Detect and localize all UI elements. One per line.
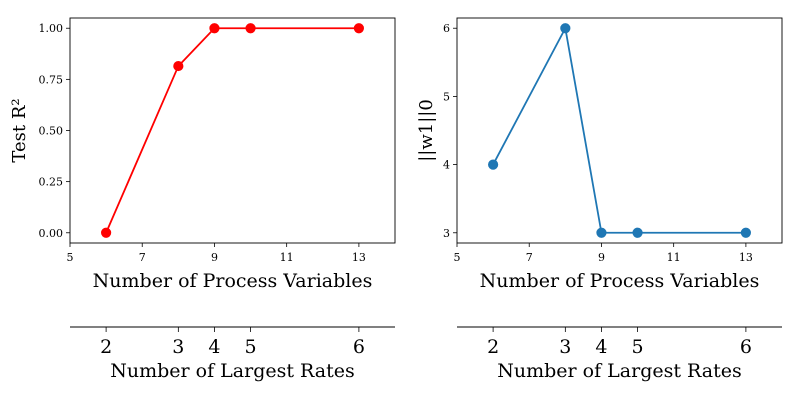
secondary-tick-label: 4 bbox=[208, 336, 220, 358]
secondary-tick-label: 3 bbox=[559, 336, 571, 358]
secondary-axis-label: Number of Largest Rates bbox=[497, 360, 741, 382]
secondary-axis-label: Number of Largest Rates bbox=[110, 360, 354, 382]
x-tick-label: 7 bbox=[526, 251, 533, 264]
x-tick-label: 9 bbox=[598, 251, 605, 264]
data-point bbox=[209, 23, 220, 34]
data-point bbox=[173, 60, 184, 72]
x-tick-label: 5 bbox=[454, 251, 461, 264]
y-tick-label: 6 bbox=[443, 22, 450, 35]
series-line bbox=[492, 25, 746, 234]
secondary-tick-label: 5 bbox=[632, 336, 644, 358]
plot-frame bbox=[456, 17, 783, 244]
data-point bbox=[353, 23, 364, 34]
y-tick-label: 4 bbox=[443, 159, 450, 172]
secondary-tick-label: 6 bbox=[740, 336, 752, 358]
y-axis-label: Test R² bbox=[9, 98, 30, 162]
secondary-tick-label: 5 bbox=[245, 336, 257, 358]
secondary-tick-label: 2 bbox=[487, 336, 499, 358]
data-point bbox=[740, 227, 751, 238]
y-tick-label: 0.75 bbox=[39, 73, 64, 86]
y-tick-label: 0.00 bbox=[39, 227, 64, 240]
secondary-tick-label: 6 bbox=[353, 336, 365, 358]
x-tick-label: 5 bbox=[67, 251, 74, 264]
data-point bbox=[596, 227, 607, 238]
y-tick-label: 3 bbox=[443, 227, 450, 240]
series-line bbox=[105, 27, 359, 234]
secondary-tick-label: 2 bbox=[100, 336, 112, 358]
x-tick-label: 11 bbox=[667, 251, 681, 264]
y-tick-label: 5 bbox=[443, 90, 450, 103]
x-tick-label: 11 bbox=[280, 251, 294, 264]
y-tick-label: 0.25 bbox=[39, 176, 64, 189]
data-point bbox=[560, 23, 571, 34]
x-axis-label: Number of Process Variables bbox=[93, 270, 373, 292]
x-tick-label: 9 bbox=[211, 251, 218, 264]
y-tick-label: 0.50 bbox=[39, 125, 64, 138]
data-point bbox=[632, 227, 643, 238]
secondary-tick-label: 3 bbox=[172, 336, 184, 358]
plot-frame bbox=[69, 17, 396, 244]
data-point bbox=[245, 23, 256, 34]
data-point bbox=[488, 159, 499, 170]
x-tick-label: 13 bbox=[739, 251, 753, 264]
x-tick-label: 13 bbox=[352, 251, 366, 264]
y-tick-label: 1.00 bbox=[39, 22, 64, 35]
x-axis-label: Number of Process Variables bbox=[480, 270, 760, 292]
secondary-tick-label: 4 bbox=[595, 336, 607, 358]
data-point bbox=[101, 227, 112, 238]
y-axis-label: ||w1||0 bbox=[416, 99, 437, 162]
x-tick-label: 7 bbox=[139, 251, 146, 264]
